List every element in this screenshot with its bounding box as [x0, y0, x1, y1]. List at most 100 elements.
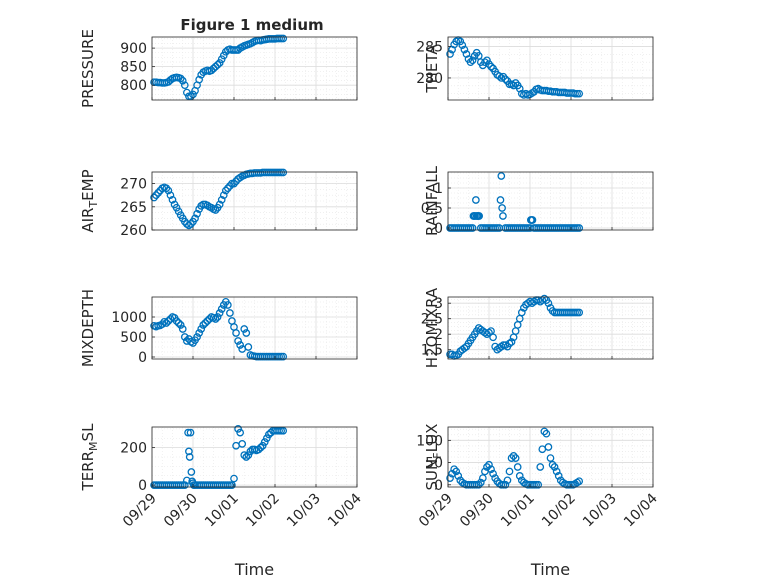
data-point: [172, 203, 181, 212]
data-point: [487, 465, 495, 474]
data-point: [279, 168, 288, 177]
data-point: [466, 58, 475, 67]
data-point: [499, 212, 507, 220]
y-axis-label-subscript: T: [87, 201, 100, 209]
data-point: [540, 427, 549, 436]
y-tick-label: 260: [120, 223, 147, 239]
data-point: [178, 325, 187, 333]
data-point: [172, 317, 181, 325]
x-tick-label: 10/04: [621, 490, 661, 530]
data-point: [228, 481, 236, 489]
y-tick-label: 0: [138, 478, 147, 494]
data-point: [497, 172, 506, 180]
data-point: [513, 463, 522, 471]
data-point: [215, 309, 224, 317]
data-point: [242, 453, 251, 461]
y-tick-label: 270: [120, 177, 147, 193]
y-axis-label-part: SUN: [423, 459, 441, 491]
data-point: [186, 428, 195, 437]
y-tick-label: 1000: [111, 310, 147, 326]
data-point: [544, 443, 553, 451]
data-point: [195, 75, 203, 84]
data-point: [550, 463, 559, 471]
y-axis-label-part: TERR: [79, 451, 97, 492]
data-point: [450, 465, 458, 474]
axes-frame: [151, 171, 358, 231]
figure-title: Figure 1 medium: [180, 16, 323, 34]
y-axis-label-part: SL: [79, 423, 97, 442]
data-point: [452, 467, 461, 476]
y-tick-label: 0: [434, 478, 443, 494]
data-point: [201, 319, 210, 327]
data-point: [234, 425, 242, 433]
y-axis-label-part: AIR: [79, 208, 97, 233]
x-tick-label: 10/01: [202, 491, 242, 531]
axes-frame: [151, 36, 358, 101]
data-point: [154, 189, 162, 197]
y-axis-label-subscript: M: [87, 441, 100, 451]
y-tick-label: 50: [425, 456, 443, 472]
data-point: [180, 333, 189, 341]
data-point: [481, 58, 489, 67]
data-point: [485, 460, 493, 469]
y-axis-label-part: LUX: [423, 424, 441, 453]
data-point: [254, 445, 263, 454]
data-point: [498, 204, 506, 212]
y-tick-label: 900: [120, 41, 147, 57]
data-point: [166, 76, 175, 84]
y-tick-label: 2: [434, 327, 443, 343]
y-axis-label: MIXDEPTH: [79, 289, 97, 367]
data-point: [540, 294, 549, 303]
y-tick-label: 200: [120, 441, 147, 457]
data-point: [279, 352, 288, 361]
subplot-pressure: 800 850 900 PRESSURE: [79, 29, 358, 108]
data-point: [536, 463, 545, 471]
y-tick-label: 0: [138, 350, 147, 366]
data-point: [215, 59, 224, 67]
x-axis-label: Time: [530, 560, 570, 579]
data-point: [242, 329, 251, 337]
data-point: [150, 193, 158, 202]
data-point: [232, 329, 240, 337]
x-tick-label: 10/03: [284, 491, 324, 531]
data-point: [256, 443, 265, 452]
data-point: [224, 184, 232, 193]
data-point: [244, 451, 253, 459]
data-point: [511, 454, 520, 462]
y-tick-label: 1.5: [421, 343, 443, 359]
data-point: [546, 454, 555, 462]
data-point: [193, 209, 201, 218]
y-axis-label-subscript: F: [431, 452, 444, 458]
x-tick-label: 09/29: [416, 491, 456, 531]
data-point: [548, 460, 557, 469]
data-point: [505, 467, 514, 476]
y-tick-label: 285: [416, 39, 443, 55]
data-point: [501, 480, 510, 489]
data-point: [176, 74, 185, 83]
data-point: [472, 196, 480, 204]
data-point: [236, 341, 244, 349]
data-point: [185, 453, 194, 461]
data-point: [203, 317, 212, 325]
data-point: [503, 476, 512, 485]
data-point: [534, 480, 543, 489]
data-point: [236, 428, 244, 437]
y-tick-label: 0: [434, 221, 443, 237]
axes-frame: [447, 426, 654, 488]
data-point: [244, 343, 253, 351]
y-tick-label: 500: [120, 330, 147, 346]
data-point: [515, 472, 524, 480]
subplot-air-temp: 260 265 270 AIRTEMP: [79, 168, 358, 239]
data-point: [174, 207, 183, 216]
x-tick-label: 10/03: [580, 491, 620, 531]
y-tick-label: 280: [416, 71, 443, 87]
data-point: [197, 325, 206, 333]
data-point: [230, 179, 238, 188]
y-tick-label: 100: [416, 433, 443, 449]
data-point: [178, 76, 187, 85]
data-point: [152, 191, 160, 200]
data-point: [458, 41, 467, 50]
data-point: [176, 321, 185, 329]
